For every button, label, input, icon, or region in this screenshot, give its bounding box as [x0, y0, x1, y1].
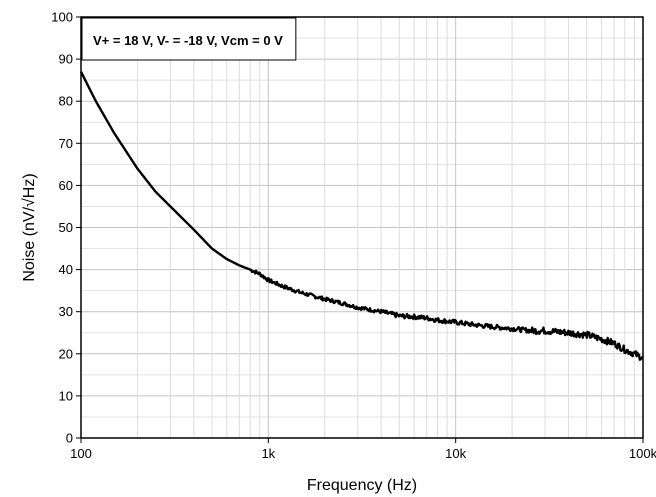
y-tick-label: 20: [59, 346, 73, 361]
x-tick-label: 100: [70, 446, 92, 461]
y-axis-ticks: 0 10 20 30 40 50 60 70 80 90 100: [51, 10, 81, 446]
y-tick-label: 40: [59, 262, 73, 277]
y-tick-label: 50: [59, 220, 73, 235]
series-line: [79, 71, 645, 361]
x-tick-label: 1k: [261, 446, 275, 461]
y-tick-label: 70: [59, 136, 73, 151]
x-tick-label: 10k: [445, 446, 466, 461]
y-axis-title: Noise (nV/√Hz): [21, 173, 38, 281]
y-tick-label: 100: [51, 10, 73, 25]
y-tick-label: 10: [59, 388, 73, 403]
x-tick-label: 100k: [629, 446, 656, 461]
y-tick-label: 80: [59, 94, 73, 109]
y-tick-label: 60: [59, 178, 73, 193]
y-tick-label: 90: [59, 52, 73, 67]
annotation-text: V+ = 18 V, V- = -18 V, Vcm = 0 V: [93, 33, 283, 48]
y-tick-label: 0: [66, 431, 73, 446]
x-axis-ticks: 100 1k 10k 100k: [70, 438, 656, 461]
grid: [80, 16, 643, 439]
y-tick-label: 30: [59, 304, 73, 319]
x-axis-title: Frequency (Hz): [307, 477, 417, 494]
annotation-box: V+ = 18 V, V- = -18 V, Vcm = 0 V: [81, 17, 297, 61]
